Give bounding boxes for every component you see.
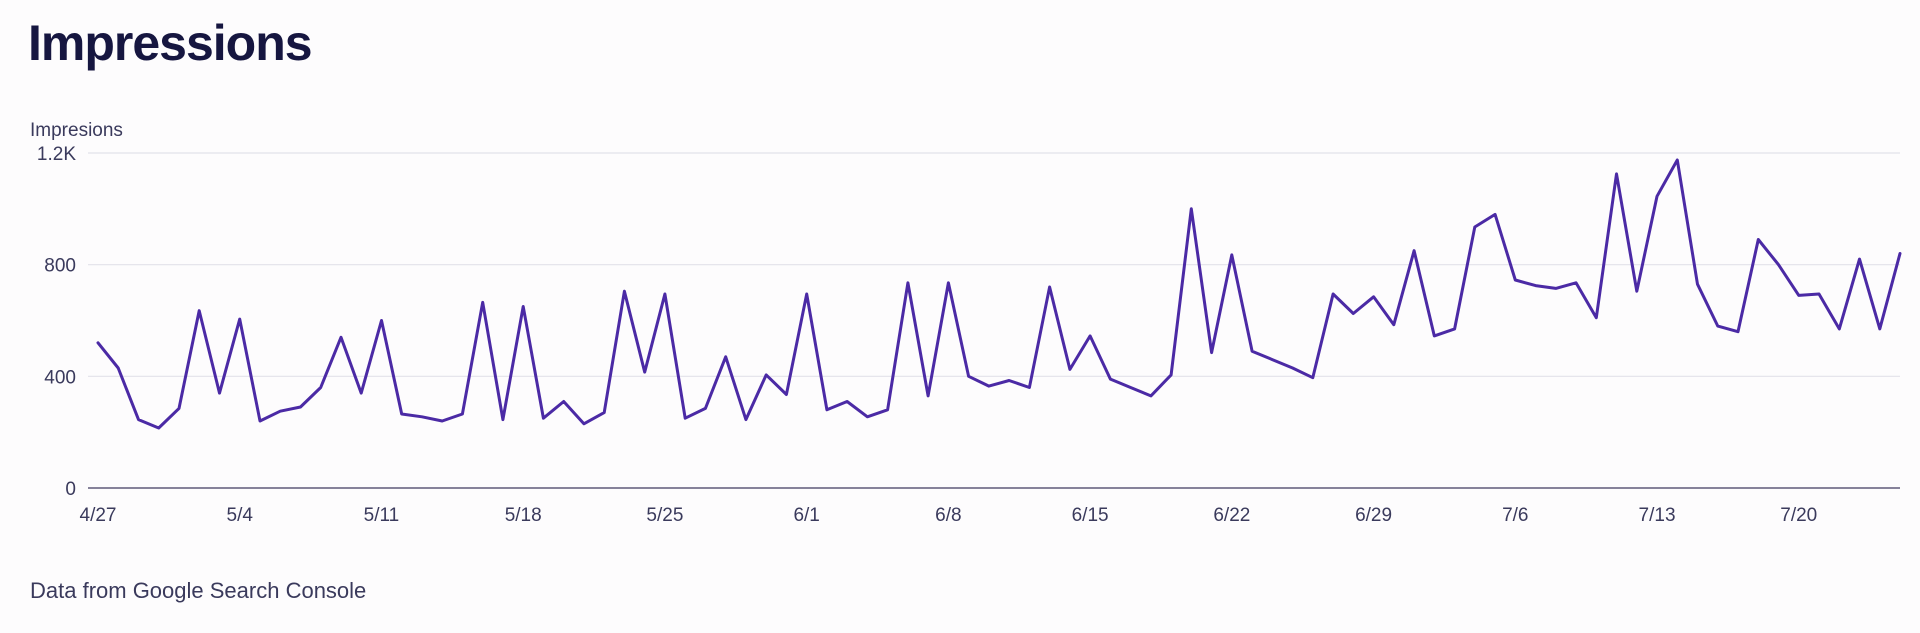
page-title: Impressions: [28, 15, 313, 71]
y-axis-ticks: 0 400 800 1.2K: [37, 144, 76, 500]
y-axis-label: Impresions: [30, 120, 123, 141]
x-tick-label: 7/20: [1780, 505, 1817, 526]
x-tick-label: 7/6: [1502, 505, 1528, 526]
y-tick-label: 800: [44, 256, 76, 277]
x-tick-label: 7/13: [1639, 505, 1676, 526]
x-axis-ticks: 4/27 5/4 5/11 5/18 5/25 6/1 6/8 6/15 6/22 6/29 7/6…: [80, 505, 1818, 526]
x-tick-label: 5/25: [646, 505, 683, 526]
x-tick-label: 5/4: [227, 505, 254, 526]
x-tick-label: 5/18: [505, 505, 542, 526]
gridlines: [88, 152, 1900, 489]
data-source-note: Data from Google Search Console: [30, 578, 367, 603]
x-tick-label: 6/29: [1355, 505, 1392, 526]
x-tick-label: 6/1: [793, 505, 819, 526]
x-tick-label: 5/11: [364, 505, 400, 526]
x-tick-label: 6/22: [1213, 505, 1250, 526]
x-tick-label: 4/27: [80, 505, 117, 526]
impressions-line: [96, 158, 1902, 430]
y-tick-label: 0: [65, 479, 76, 500]
y-tick-label: 1.2K: [37, 144, 76, 165]
x-tick-label: 6/8: [935, 505, 961, 526]
y-tick-label: 400: [44, 367, 76, 388]
x-tick-label: 6/15: [1072, 505, 1109, 526]
